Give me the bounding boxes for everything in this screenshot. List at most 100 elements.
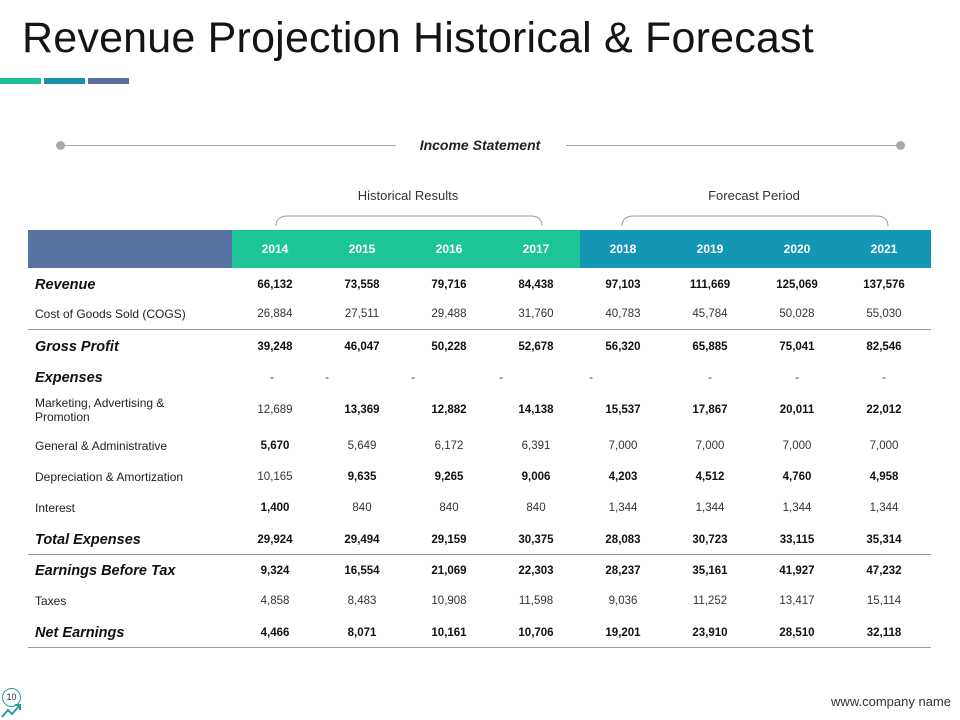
page-title: Revenue Projection Historical & Forecast (22, 14, 814, 62)
table-row: Marketing, Advertising & Promotion 12,689… (28, 396, 931, 424)
year-header-2016: 2016 (435, 242, 463, 256)
historical-group-label: Historical Results (357, 188, 459, 203)
value-cell-2017: 22,303 (518, 565, 554, 577)
value-cell-2016: 840 (439, 502, 459, 514)
value-cell-2019: 35,161 (692, 565, 728, 577)
table-header-forecast (580, 230, 931, 268)
value-cell-2016: - (411, 372, 415, 384)
value-cell-2016: 10,161 (431, 627, 467, 639)
value-cell-2014: 12,689 (257, 404, 293, 416)
value-cell-2015: 13,369 (344, 404, 380, 416)
value-cell-2020: 50,028 (779, 308, 815, 320)
value-cell-2021: 32,118 (866, 627, 902, 639)
value-cell-2016: 29,488 (431, 308, 467, 320)
value-cell-2020: 7,000 (782, 440, 812, 452)
value-cell-2014: 4,466 (260, 627, 290, 639)
title-accent-bar (0, 78, 41, 84)
row-label: Net Earnings (35, 625, 125, 641)
value-cell-2014: 66,132 (257, 279, 293, 291)
value-cell-2015: 73,558 (344, 279, 380, 291)
value-cell-2019: 4,512 (695, 471, 725, 483)
value-cell-2016: 6,172 (434, 440, 464, 452)
value-cell-2021: 35,314 (866, 534, 902, 546)
value-cell-2017: 840 (526, 502, 546, 514)
value-cell-2017: 14,138 (518, 404, 554, 416)
year-header-2017: 2017 (522, 242, 550, 256)
value-cell-2014: 4,858 (260, 595, 290, 607)
year-header-2019: 2019 (696, 242, 724, 256)
footer-url: www.company name (831, 694, 951, 709)
forecast-group-label: Forecast Period (708, 188, 800, 203)
value-cell-2016: 9,265 (434, 471, 464, 483)
value-cell-2019: 11,252 (692, 595, 728, 607)
table-row: Cost of Goods Sold (COGS) 26,884 27,511 29,… (28, 307, 931, 323)
value-cell-2018: 15,537 (605, 404, 641, 416)
value-cell-2019: 111,669 (689, 279, 731, 291)
value-cell-2021: 55,030 (866, 308, 902, 320)
value-cell-2018: 28,083 (605, 534, 641, 546)
value-cell-2015: 8,483 (347, 595, 377, 607)
year-header-2021: 2021 (870, 242, 898, 256)
row-label: Cost of Goods Sold (COGS) (35, 307, 186, 321)
value-cell-2015: 5,649 (347, 440, 377, 452)
value-cell-2021: 15,114 (866, 595, 902, 607)
value-cell-2019: 23,910 (692, 627, 728, 639)
table-rule (28, 554, 931, 555)
row-label: Depreciation & Amortization (35, 470, 184, 484)
row-label: Total Expenses (35, 532, 141, 548)
value-cell-2020: 125,069 (776, 279, 818, 291)
value-cell-2017: - (499, 372, 503, 384)
value-cell-2017: 6,391 (521, 440, 551, 452)
value-cell-2019: 45,784 (692, 308, 728, 320)
forecast-brace (621, 215, 889, 227)
value-cell-2018: 97,103 (605, 279, 641, 291)
value-cell-2020: - (795, 372, 799, 384)
title-accent-bar (44, 78, 85, 84)
value-cell-2015: 840 (352, 502, 372, 514)
value-cell-2019: 17,867 (692, 404, 728, 416)
value-cell-2021: 47,232 (866, 565, 902, 577)
table-row: Earnings Before Tax 9,324 16,554 21,069 22,3… (28, 563, 931, 579)
value-cell-2018: 9,036 (608, 595, 638, 607)
row-label: Expenses (35, 370, 103, 386)
value-cell-2018: 4,203 (608, 471, 638, 483)
value-cell-2019: 30,723 (692, 534, 728, 546)
table-row: Net Earnings 4,466 8,071 10,161 10,706 19,201… (28, 625, 931, 641)
table-row: General & Administrative 5,670 5,649 6,172 6… (28, 439, 931, 455)
value-cell-2017: 52,678 (518, 341, 554, 353)
value-cell-2016: 29,159 (431, 534, 467, 546)
value-cell-2017: 11,598 (518, 595, 554, 607)
row-label: Interest (35, 501, 76, 515)
value-cell-2014: 10,165 (257, 471, 293, 483)
year-header-2015: 2015 (348, 242, 376, 256)
value-cell-2014: 39,248 (257, 341, 293, 353)
value-cell-2015: 29,494 (344, 534, 380, 546)
row-label: Marketing, Advertising & Promotion (35, 396, 165, 424)
value-cell-2015: 16,554 (344, 565, 380, 577)
value-cell-2021: 137,576 (863, 279, 905, 291)
value-cell-2020: 28,510 (779, 627, 815, 639)
value-cell-2015: 27,511 (344, 308, 380, 320)
value-cell-2014: 26,884 (257, 308, 293, 320)
section-line (566, 145, 898, 146)
value-cell-2016: 12,882 (431, 404, 467, 416)
value-cell-2017: 10,706 (518, 627, 554, 639)
value-cell-2018: 40,783 (605, 308, 641, 320)
value-cell-2019: - (708, 372, 712, 384)
table-rule (28, 647, 931, 648)
row-label: General & Administrative (35, 439, 168, 453)
value-cell-2018: 28,237 (605, 565, 641, 577)
value-cell-2021: 82,546 (866, 341, 902, 353)
value-cell-2021: 1,344 (869, 502, 899, 514)
row-label: Earnings Before Tax (35, 563, 176, 579)
table-row: Revenue 66,132 73,558 79,716 84,438 97,103 111… (28, 277, 931, 293)
value-cell-2018: 1,344 (608, 502, 638, 514)
value-cell-2016: 50,228 (431, 341, 467, 353)
table-rule (28, 329, 931, 330)
row-label: Revenue (35, 277, 96, 293)
value-cell-2015: 8,071 (347, 627, 377, 639)
value-cell-2017: 9,006 (521, 471, 551, 483)
value-cell-2020: 1,344 (782, 502, 812, 514)
value-cell-2021: 4,958 (869, 471, 899, 483)
value-cell-2017: 30,375 (518, 534, 554, 546)
